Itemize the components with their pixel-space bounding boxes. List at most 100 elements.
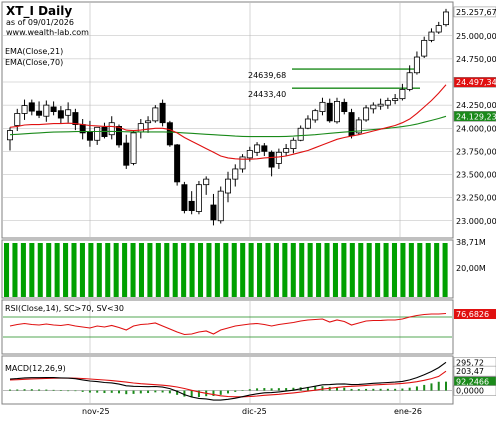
volume-bar — [231, 243, 237, 297]
candle-body — [14, 113, 21, 126]
macd-line — [9, 361, 447, 401]
candle-body — [290, 139, 297, 149]
macd-histogram-bar — [372, 388, 375, 391]
volume-bar — [96, 243, 102, 297]
price-axis-label: 23.750,00 — [456, 147, 496, 156]
macd-histogram-bar — [183, 390, 186, 397]
macd-histogram-bar — [423, 384, 426, 391]
macd-histogram-bar — [154, 390, 157, 393]
macd-signal-line — [9, 370, 447, 398]
macd-badge: 92,2466 — [456, 378, 489, 387]
macd-badge-bg — [453, 365, 496, 377]
candle-body — [145, 120, 152, 124]
volume-bar — [20, 243, 26, 297]
macd-histogram-bar — [430, 383, 433, 391]
legend-ema70: EMA(Close,70) — [5, 58, 63, 67]
volume-bar — [79, 243, 85, 297]
macd-histogram-bar — [16, 389, 19, 391]
ema70-line — [9, 115, 447, 138]
price-axis-label: 24.250,00 — [456, 101, 496, 110]
macd-lines — [3, 361, 452, 401]
candle-body — [312, 110, 319, 121]
price-axis-label: 23.000,00 — [456, 217, 496, 226]
macd-histogram-bar — [394, 388, 397, 391]
rsi-value-badge: 76,6826 — [456, 310, 489, 319]
candle-body — [210, 204, 217, 221]
macd-histogram-bar — [408, 387, 411, 391]
volume-bar — [63, 243, 69, 297]
candle-body — [304, 118, 311, 129]
candle-body — [86, 131, 93, 141]
volume-bar — [248, 243, 254, 297]
macd-panel[interactable] — [1, 355, 454, 405]
rsi-line — [9, 312, 447, 336]
volume-bar — [290, 243, 296, 297]
candle-body — [384, 100, 391, 106]
macd-histogram-bar — [401, 388, 404, 391]
chart-date: as of 09/01/2026 — [6, 18, 74, 27]
candle-body — [166, 122, 173, 146]
volume-bar — [341, 243, 347, 297]
macd-histogram-bar — [88, 390, 91, 393]
candle-body — [7, 130, 13, 141]
macd-histogram-bar — [350, 388, 353, 391]
volume-bar — [240, 243, 246, 297]
macd-histogram-bar — [45, 389, 48, 391]
candle-body — [123, 142, 130, 166]
volume-bar — [206, 243, 212, 297]
level-label-2: 24433,40 — [248, 90, 286, 99]
price-badge: 25.257,67 — [456, 8, 496, 17]
volume-bar — [189, 243, 195, 297]
candle-body — [21, 105, 28, 114]
candle-body — [268, 151, 275, 168]
volume-bar — [155, 243, 161, 297]
macd-badge: 203,47 — [456, 367, 484, 376]
volume-bar — [172, 243, 178, 297]
macd-histogram-bar — [241, 390, 244, 391]
macd-histogram-bar — [314, 386, 317, 391]
volume-bar — [400, 243, 406, 297]
candle-body — [377, 103, 384, 107]
macd-histogram-bar — [445, 381, 447, 391]
candle-body — [239, 156, 246, 170]
candle-body — [224, 178, 231, 194]
volume-bar — [71, 243, 77, 297]
candle-body — [72, 112, 79, 125]
candle-body — [370, 104, 377, 110]
volume-bar — [434, 243, 440, 297]
macd-histogram-bar — [110, 390, 113, 393]
candle-body — [94, 126, 101, 141]
macd-badge: 295,72 — [456, 358, 484, 367]
candle-body — [399, 89, 406, 100]
volume-label-20: 20,00M — [456, 264, 486, 273]
volume-bar — [349, 243, 355, 297]
volume-bar — [130, 243, 136, 297]
volume-bar — [122, 243, 128, 297]
candle-body — [50, 106, 57, 112]
volume-bar — [214, 243, 220, 297]
macd-histogram-bar — [277, 388, 280, 391]
volume-bar — [391, 243, 398, 297]
volume-bar — [425, 243, 431, 297]
candle-body — [174, 144, 181, 183]
x-label-ene: ene-26 — [394, 407, 422, 416]
rsi-lines — [3, 312, 452, 338]
volume-bar — [147, 243, 153, 297]
price-panel[interactable] — [1, 1, 454, 239]
price-levels — [292, 68, 420, 89]
rsi-panel[interactable] — [1, 299, 454, 355]
volume-bar — [417, 243, 423, 297]
volume-bar — [37, 243, 43, 297]
ema-lines — [9, 84, 447, 160]
ema21-line — [9, 84, 447, 160]
macd-histogram-bar — [197, 390, 200, 398]
macd-histogram-bar — [321, 386, 324, 391]
macd-histogram-bar — [263, 388, 266, 391]
macd-histogram-bar — [59, 390, 62, 391]
volume-bar — [265, 243, 271, 297]
macd-histogram-bar — [248, 389, 251, 391]
macd-histogram-bar — [176, 390, 179, 395]
candle-body — [57, 110, 64, 119]
